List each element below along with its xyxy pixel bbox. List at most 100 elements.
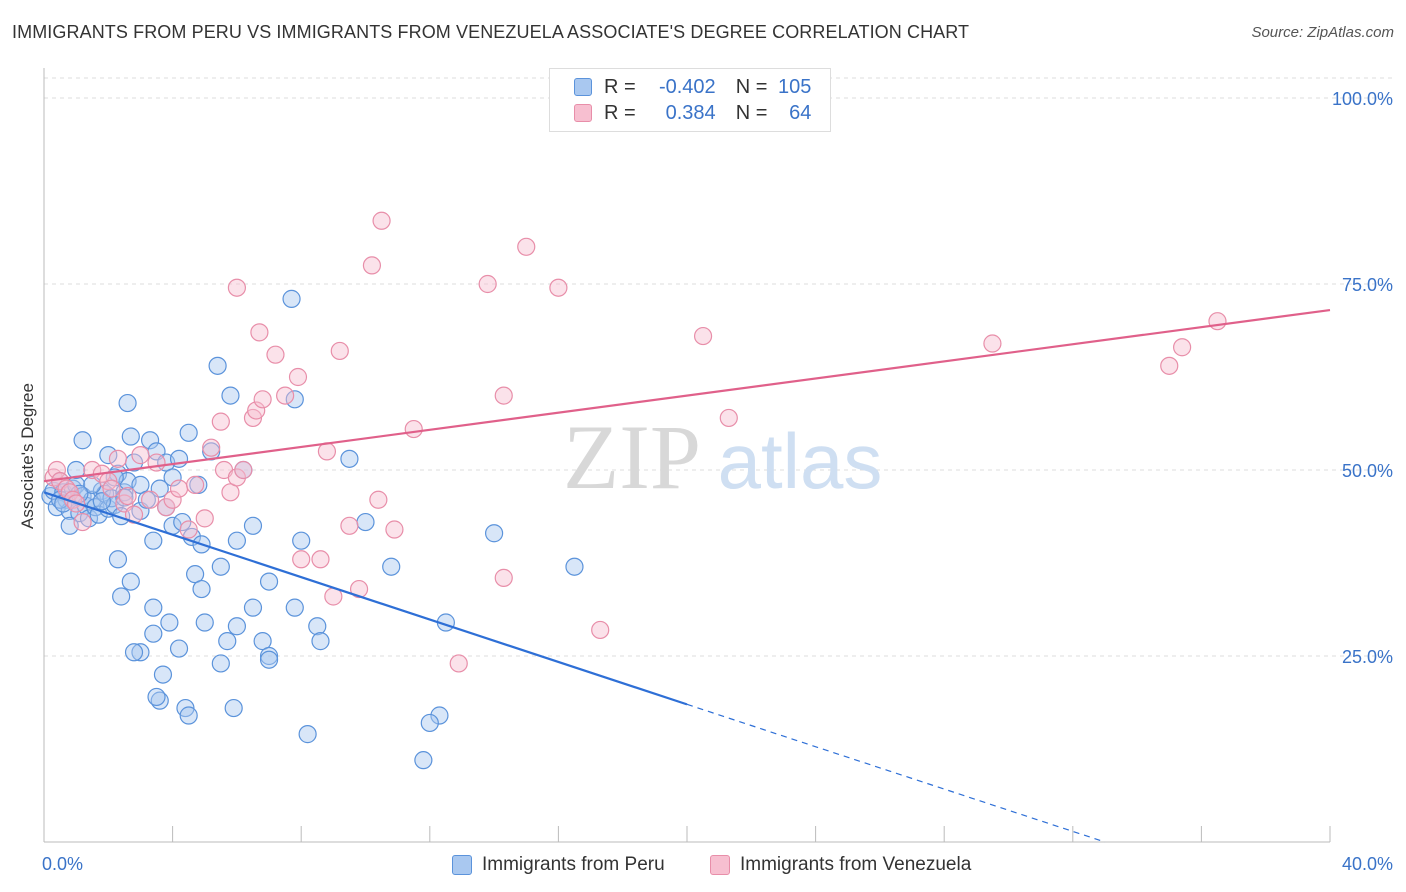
- peru-point: [282, 289, 301, 308]
- venezuela-r-value: 0.384: [665, 101, 716, 124]
- venezuela-point: [163, 490, 182, 509]
- venezuela-point: [227, 468, 246, 487]
- legend-row-peru: R = -0.402 N = 105: [574, 75, 811, 99]
- peru-r-label: R =: [604, 75, 636, 98]
- peru-point: [92, 492, 111, 511]
- venezuela-trend-line: [43, 308, 1331, 483]
- venezuela-point: [311, 550, 330, 569]
- venezuela-point: [73, 512, 92, 532]
- venezuela-point: [247, 401, 266, 420]
- peru-swatch: [574, 78, 592, 96]
- venezuela-point: [118, 486, 137, 506]
- venezuela-point: [227, 278, 246, 297]
- y-axis-label: Associate's Degree: [18, 383, 37, 529]
- peru-n-value: 105: [778, 75, 812, 98]
- peru-point: [163, 468, 182, 487]
- peru-point: [131, 643, 150, 662]
- venezuela-point: [517, 237, 536, 256]
- peru-point: [382, 557, 401, 576]
- peru-point: [430, 706, 449, 725]
- peru-point: [285, 598, 304, 617]
- peru-point: [169, 639, 189, 658]
- venezuela-point: [983, 334, 1002, 353]
- peru-point: [147, 687, 166, 707]
- peru-point: [259, 572, 279, 591]
- venezuela-point: [478, 274, 497, 294]
- legend-row-venezuela: R = 0.384 N = 64: [574, 101, 811, 125]
- y-tick-label: 100.0%: [1332, 89, 1393, 109]
- peru-point: [308, 617, 327, 636]
- peru-point: [67, 460, 86, 480]
- venezuela-n-label: N =: [735, 101, 768, 124]
- peru-point: [224, 698, 243, 718]
- venezuela-point: [169, 479, 189, 498]
- venezuela-point: [195, 509, 214, 528]
- x-tick-label: 0.0%: [42, 854, 83, 874]
- y-tick-label: 50.0%: [1342, 461, 1393, 481]
- venezuela-point: [494, 568, 513, 587]
- venezuela-point: [362, 256, 382, 275]
- watermark-atlas: atlas: [718, 417, 883, 505]
- gridlines: [44, 77, 1394, 657]
- chart-title: IMMIGRANTS FROM PERU VS IMMIGRANTS FROM …: [12, 22, 970, 42]
- venezuela-point: [288, 367, 308, 387]
- venezuela-point: [549, 278, 568, 297]
- peru-point: [227, 617, 246, 636]
- watermark: ZIP atlas: [563, 406, 882, 508]
- venezuela-point: [266, 345, 285, 364]
- venezuela-point: [591, 620, 610, 640]
- peru-point: [144, 624, 163, 643]
- peru-point: [179, 423, 198, 442]
- peru-point: [227, 531, 246, 550]
- venezuela-point: [1208, 312, 1227, 331]
- correlation-legend: R = -0.402 N = 105 R = 0.384 N = 64: [549, 68, 831, 132]
- venezuela-point: [1173, 338, 1192, 357]
- venezuela-point: [102, 479, 121, 498]
- peru-point: [420, 713, 439, 733]
- venezuela-point: [186, 475, 205, 494]
- venezuela-point: [234, 460, 253, 480]
- venezuela-point: [1160, 356, 1179, 375]
- peru-point: [179, 706, 198, 725]
- peru-point: [99, 446, 118, 465]
- venezuela-point: [250, 323, 269, 342]
- peru-point: [124, 643, 144, 662]
- legend-item-peru: Immigrants from Peru: [452, 852, 665, 878]
- y-tick-label: 25.0%: [1342, 647, 1393, 667]
- venezuela-point: [179, 520, 198, 539]
- venezuela-point: [211, 412, 230, 431]
- venezuela-points: [44, 211, 1227, 673]
- venezuela-point: [317, 442, 337, 461]
- peru-point: [298, 725, 317, 744]
- peru-point: [73, 431, 92, 450]
- peru-point: [340, 449, 359, 468]
- axes: [43, 68, 1331, 843]
- peru-point: [211, 654, 230, 673]
- peru-point: [153, 665, 173, 684]
- x-tick-label: 40.0%: [1342, 854, 1393, 874]
- peru-point: [414, 751, 433, 770]
- peru-legend-label: Immigrants from Peru: [482, 854, 665, 875]
- peru-point: [173, 512, 192, 532]
- tick-labels: 25.0% 50.0% 75.0% 100.0% 0.0% 40.0%: [42, 89, 1393, 874]
- legend-item-venezuela: Immigrants from Venezuela: [710, 852, 971, 878]
- peru-point: [192, 579, 211, 599]
- venezuela-swatch: [574, 104, 592, 122]
- peru-point: [208, 356, 227, 375]
- venezuela-point: [385, 520, 404, 539]
- venezuela-point: [202, 438, 221, 457]
- venezuela-point: [404, 419, 423, 439]
- peru-point: [292, 531, 311, 550]
- venezuela-r-label: R =: [604, 101, 636, 124]
- trend-lines: [43, 308, 1331, 843]
- peru-point: [218, 632, 237, 651]
- venezuela-point: [372, 211, 391, 230]
- peru-point: [485, 524, 504, 543]
- venezuela-point: [330, 341, 349, 361]
- peru-point: [108, 550, 128, 569]
- y-tick-label: 75.0%: [1342, 275, 1393, 295]
- peru-point: [211, 557, 230, 576]
- venezuela-point: [340, 516, 359, 535]
- venezuela-point: [349, 579, 369, 599]
